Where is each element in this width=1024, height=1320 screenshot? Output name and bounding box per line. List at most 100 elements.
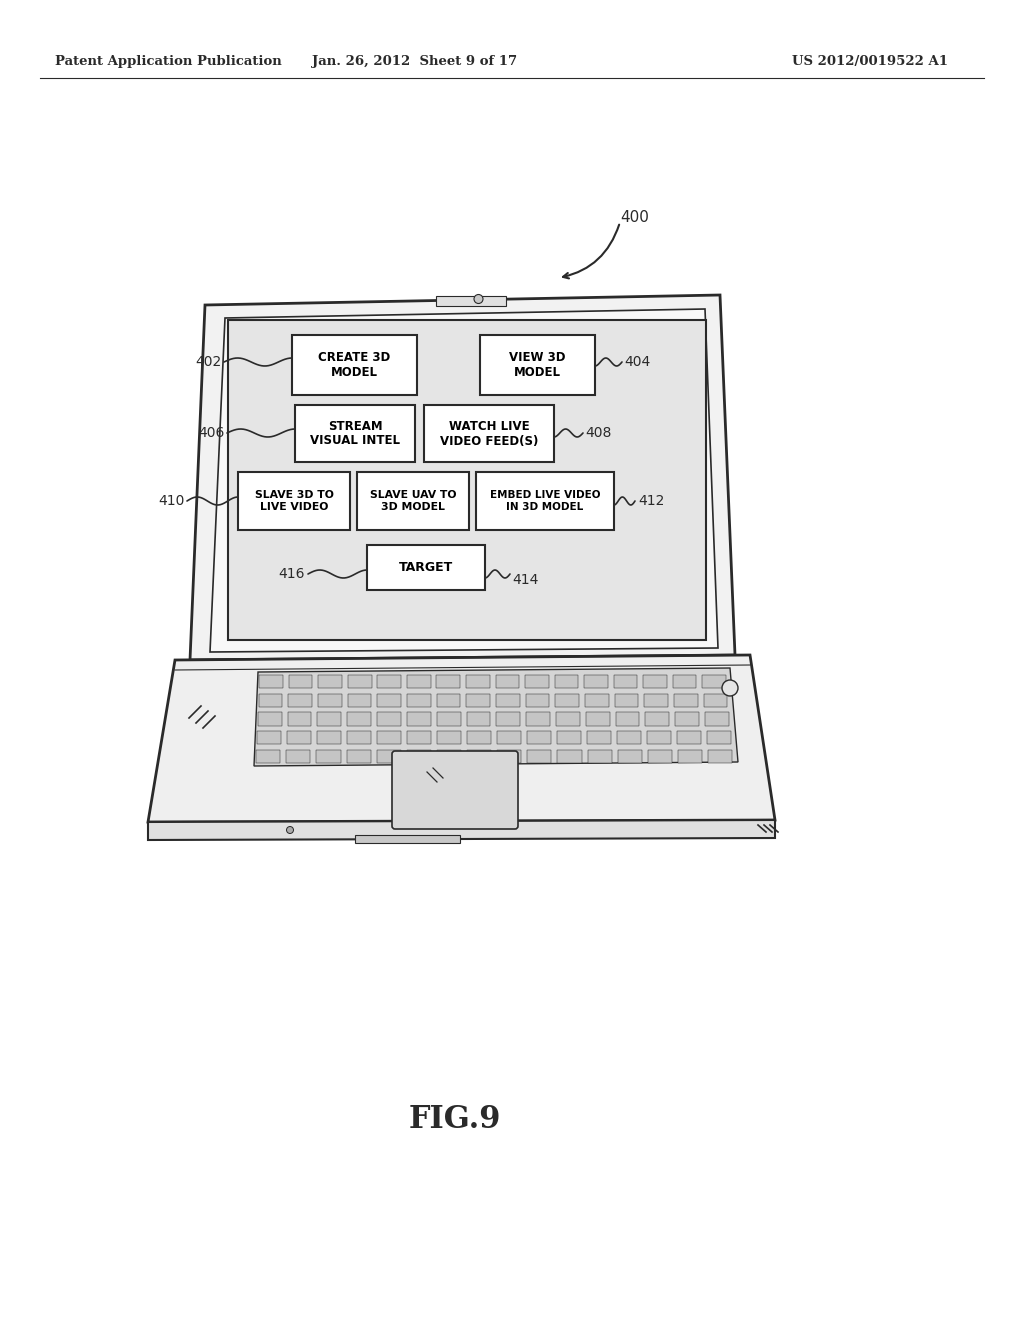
Text: 402: 402 xyxy=(196,355,222,370)
Bar xyxy=(292,335,417,395)
Polygon shape xyxy=(288,713,311,726)
Polygon shape xyxy=(316,750,341,763)
Polygon shape xyxy=(407,750,431,763)
Bar xyxy=(435,296,506,306)
Polygon shape xyxy=(557,731,581,744)
Polygon shape xyxy=(347,713,371,726)
Polygon shape xyxy=(556,713,580,726)
Polygon shape xyxy=(467,713,490,726)
Polygon shape xyxy=(525,675,549,688)
Polygon shape xyxy=(347,731,371,744)
Polygon shape xyxy=(645,713,670,726)
Bar xyxy=(355,836,460,843)
Polygon shape xyxy=(259,675,283,688)
Polygon shape xyxy=(467,750,492,763)
Polygon shape xyxy=(648,750,672,763)
Polygon shape xyxy=(288,693,312,706)
Polygon shape xyxy=(407,713,431,726)
Polygon shape xyxy=(555,693,579,706)
Polygon shape xyxy=(706,713,729,726)
Bar xyxy=(357,473,469,531)
FancyBboxPatch shape xyxy=(392,751,518,829)
Bar xyxy=(367,545,485,590)
Polygon shape xyxy=(673,675,696,688)
Polygon shape xyxy=(674,693,697,706)
Polygon shape xyxy=(287,750,310,763)
Polygon shape xyxy=(346,750,371,763)
Text: CREATE 3D
MODEL: CREATE 3D MODEL xyxy=(318,351,390,379)
Text: 404: 404 xyxy=(624,355,650,370)
Text: 410: 410 xyxy=(159,494,185,508)
Polygon shape xyxy=(257,731,281,744)
Polygon shape xyxy=(377,693,401,706)
Text: 400: 400 xyxy=(620,210,649,226)
Text: TARGET: TARGET xyxy=(399,561,454,574)
Text: VIEW 3D
MODEL: VIEW 3D MODEL xyxy=(509,351,565,379)
Polygon shape xyxy=(377,713,401,726)
Text: WATCH LIVE
VIDEO FEED(S): WATCH LIVE VIDEO FEED(S) xyxy=(440,420,539,447)
Polygon shape xyxy=(407,693,431,706)
Polygon shape xyxy=(259,693,283,706)
Text: SLAVE 3D TO
LIVE VIDEO: SLAVE 3D TO LIVE VIDEO xyxy=(255,490,334,512)
Polygon shape xyxy=(287,731,311,744)
Polygon shape xyxy=(646,731,671,744)
Text: STREAM
VISUAL INTEL: STREAM VISUAL INTEL xyxy=(310,420,400,447)
Polygon shape xyxy=(437,731,461,744)
Polygon shape xyxy=(557,750,582,763)
Polygon shape xyxy=(254,668,738,766)
Text: Jan. 26, 2012  Sheet 9 of 17: Jan. 26, 2012 Sheet 9 of 17 xyxy=(312,55,517,69)
Polygon shape xyxy=(347,693,372,706)
Polygon shape xyxy=(588,750,611,763)
Polygon shape xyxy=(617,750,642,763)
Polygon shape xyxy=(496,675,519,688)
Polygon shape xyxy=(616,731,641,744)
Polygon shape xyxy=(615,713,640,726)
Text: EMBED LIVE VIDEO
IN 3D MODEL: EMBED LIVE VIDEO IN 3D MODEL xyxy=(489,490,600,512)
Bar xyxy=(480,335,595,395)
Polygon shape xyxy=(586,713,609,726)
Polygon shape xyxy=(317,693,342,706)
Bar xyxy=(424,405,554,462)
Polygon shape xyxy=(703,693,727,706)
Polygon shape xyxy=(148,655,775,822)
Polygon shape xyxy=(466,693,490,706)
Polygon shape xyxy=(317,713,341,726)
Bar xyxy=(238,473,350,531)
Polygon shape xyxy=(498,750,521,763)
Polygon shape xyxy=(256,750,281,763)
Polygon shape xyxy=(614,693,638,706)
Polygon shape xyxy=(708,750,732,763)
Polygon shape xyxy=(348,675,372,688)
Circle shape xyxy=(722,680,738,696)
Polygon shape xyxy=(258,713,282,726)
Polygon shape xyxy=(585,693,608,706)
Polygon shape xyxy=(707,731,730,744)
Polygon shape xyxy=(584,675,607,688)
Polygon shape xyxy=(678,750,702,763)
Polygon shape xyxy=(555,675,579,688)
Polygon shape xyxy=(525,693,549,706)
Text: US 2012/0019522 A1: US 2012/0019522 A1 xyxy=(792,55,948,69)
Polygon shape xyxy=(318,675,342,688)
Polygon shape xyxy=(210,309,718,652)
Circle shape xyxy=(474,294,483,304)
Circle shape xyxy=(287,826,294,833)
Polygon shape xyxy=(407,731,431,744)
Text: 406: 406 xyxy=(199,426,225,440)
Text: FIG.9: FIG.9 xyxy=(409,1105,501,1135)
Polygon shape xyxy=(613,675,637,688)
Text: SLAVE UAV TO
3D MODEL: SLAVE UAV TO 3D MODEL xyxy=(370,490,457,512)
Polygon shape xyxy=(436,693,461,706)
Polygon shape xyxy=(467,731,490,744)
Polygon shape xyxy=(148,820,775,840)
Polygon shape xyxy=(527,750,551,763)
Polygon shape xyxy=(377,750,400,763)
Polygon shape xyxy=(702,675,726,688)
Polygon shape xyxy=(677,731,700,744)
Text: 408: 408 xyxy=(585,426,611,440)
Bar xyxy=(476,473,614,531)
Polygon shape xyxy=(497,731,521,744)
Polygon shape xyxy=(497,713,520,726)
Polygon shape xyxy=(496,693,520,706)
Polygon shape xyxy=(436,675,460,688)
